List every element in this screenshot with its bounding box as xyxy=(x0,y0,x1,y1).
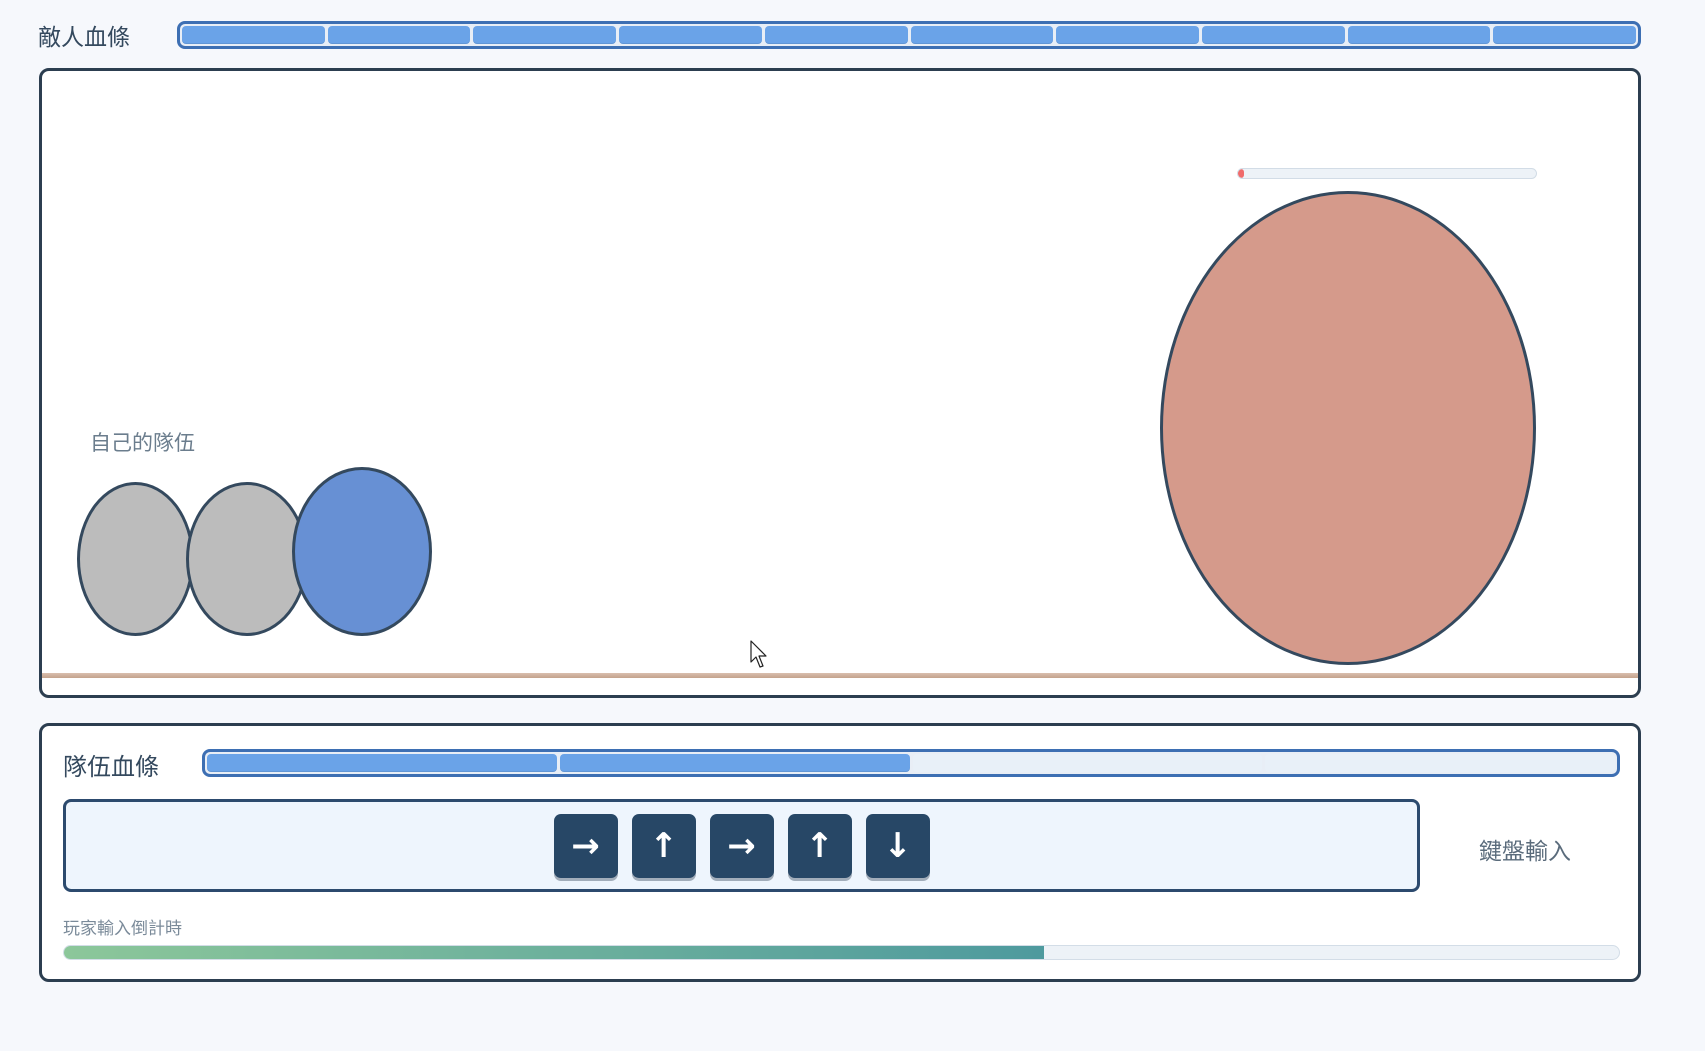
team-member-2 xyxy=(186,482,308,636)
team-label: 自己的隊伍 xyxy=(90,431,195,455)
control-panel: 隊伍血條 → ↑ → ↑ ↓ 鍵盤輸入 玩家輸入倒計時 xyxy=(39,723,1641,982)
battle-arena: 自己的隊伍 xyxy=(39,68,1641,698)
timer-label: 玩家輸入倒計時 xyxy=(63,919,182,939)
team-hp-segment xyxy=(912,754,1263,772)
ground-line xyxy=(42,673,1638,678)
team-hp-label: 隊伍血條 xyxy=(63,753,159,781)
enemy xyxy=(1160,191,1536,665)
enemy-hp-segment xyxy=(764,26,908,44)
enemy-mini-hp-fill xyxy=(1238,169,1244,178)
team-hp-segment xyxy=(559,754,910,772)
team-hp-segment xyxy=(1265,754,1615,772)
timer-bar xyxy=(63,945,1620,960)
keyboard-input-label: 鍵盤輸入 xyxy=(1479,839,1571,865)
enemy-hp-segment xyxy=(1493,26,1637,44)
arrow-right-icon: → xyxy=(553,813,618,878)
enemy-hp-bar xyxy=(177,21,1641,49)
team-member-3-active xyxy=(292,467,432,636)
enemy-hp-segment xyxy=(910,26,1054,44)
arrow-right-icon: → xyxy=(709,813,774,878)
team-hp-segment xyxy=(207,754,557,772)
enemy-hp-segment xyxy=(1056,26,1199,44)
enemy-hp-segment xyxy=(327,26,471,44)
mouse-cursor-icon xyxy=(750,640,767,668)
enemy-hp-segment xyxy=(619,26,762,44)
arrow-up-icon: ↑ xyxy=(631,813,696,878)
arrow-down-icon: ↓ xyxy=(865,813,930,878)
enemy-mini-hp-bar xyxy=(1237,168,1537,179)
enemy-hp-segment xyxy=(473,26,617,44)
input-sequence-box: → ↑ → ↑ ↓ xyxy=(63,799,1420,892)
enemy-hp-segment xyxy=(182,26,325,44)
enemy-hp-segment xyxy=(1347,26,1491,44)
arrow-up-icon: ↑ xyxy=(787,813,852,878)
enemy-hp-segment xyxy=(1201,26,1345,44)
enemy-hp-label: 敵人血條 xyxy=(38,25,130,51)
team-member-1 xyxy=(77,482,194,636)
team-hp-bar xyxy=(202,749,1620,777)
timer-fill xyxy=(64,946,1044,959)
